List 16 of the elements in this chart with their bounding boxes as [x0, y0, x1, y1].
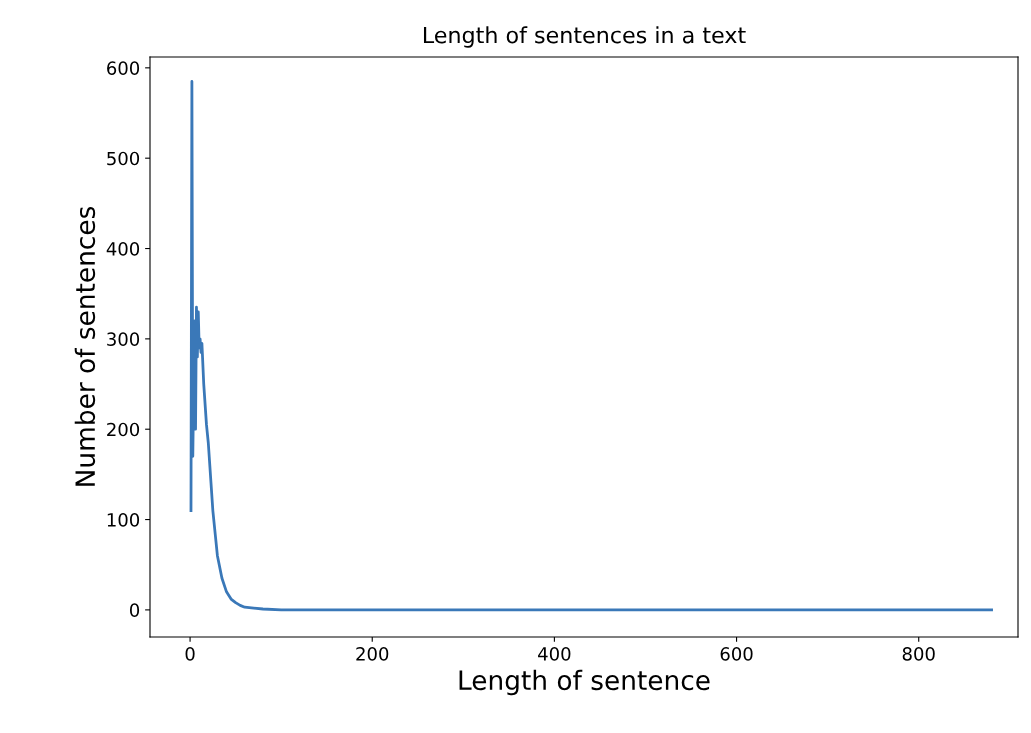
y-tick-label: 300 — [107, 332, 140, 346]
chart-title: Length of sentences in a text — [423, 26, 746, 48]
x-axis-title: Length of sentence — [459, 669, 710, 696]
x-tick-label: 400 — [538, 647, 571, 661]
x-tick-label: 200 — [356, 647, 389, 661]
y-tick-label: 0 — [129, 603, 140, 618]
x-tick-label: 600 — [720, 647, 753, 661]
y-axis-title: Number of sentences — [74, 206, 96, 486]
y-tick-label: 100 — [107, 513, 140, 527]
y-tick-label: 500 — [107, 151, 140, 166]
x-tick-label: 800 — [902, 647, 935, 661]
y-tick-label: 400 — [106, 241, 140, 256]
line-series — [189, 80, 993, 612]
y-tick-label: 200 — [107, 422, 140, 437]
x-tick-label: 0 — [185, 647, 195, 661]
y-tick-label: 600 — [107, 61, 140, 75]
